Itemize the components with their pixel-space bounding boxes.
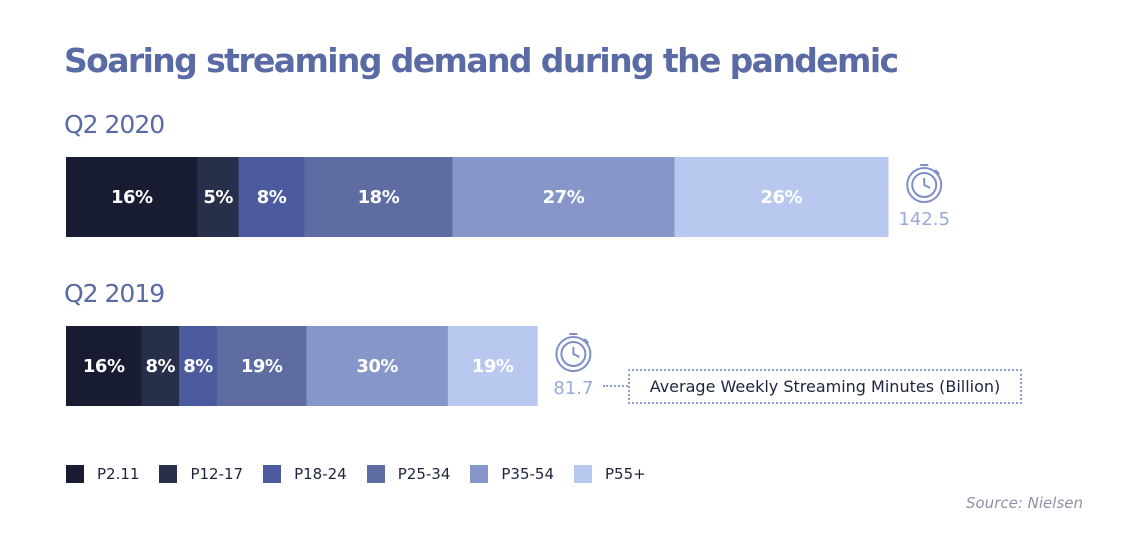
bar-segment xyxy=(66,157,198,237)
legend: P2.11 P12-17 P18-24 P25-34 P35-54 P55+ xyxy=(66,465,666,483)
legend-item: P25-34 xyxy=(366,465,451,483)
bar-segment xyxy=(304,157,453,237)
bar-segment-label: 27% xyxy=(543,187,585,208)
bar-segment-label: 30% xyxy=(356,356,398,377)
bar-segment xyxy=(197,157,239,237)
legend-swatch xyxy=(574,465,593,483)
bar-segment-label: 19% xyxy=(472,356,514,377)
total-value: 142.5 xyxy=(898,209,950,230)
bar-segment-label: 8% xyxy=(257,187,287,208)
bar-segment-label: 19% xyxy=(241,356,283,377)
bar-segment-label: 8% xyxy=(146,356,176,377)
chart-title: Soaring streaming demand during the pand… xyxy=(64,41,899,80)
bar-segment-label: 8% xyxy=(183,356,213,377)
legend-label: P18-24 xyxy=(294,465,347,483)
callout-box: Average Weekly Streaming Minutes (Billio… xyxy=(628,369,1022,404)
bar-segment-label: 16% xyxy=(111,187,153,208)
bar-segment-label: 18% xyxy=(358,187,400,208)
legend-label: P55+ xyxy=(605,465,646,483)
callout-connector xyxy=(603,385,628,387)
legend-item: P12-17 xyxy=(159,465,243,483)
source-note: Source: Nielsen xyxy=(965,494,1083,512)
legend-label: P35-54 xyxy=(501,465,555,483)
bar-segment xyxy=(447,326,538,406)
stopwatch-icon xyxy=(906,164,943,203)
legend-label: P25-34 xyxy=(397,465,451,483)
legend-swatch xyxy=(366,465,385,483)
bar-segment xyxy=(66,326,142,406)
legend-swatch xyxy=(263,465,282,483)
legend-label: P2.11 xyxy=(97,465,140,483)
bar-segment-label: 5% xyxy=(203,187,233,208)
bar-segment xyxy=(216,326,307,406)
stopwatch-icon xyxy=(555,333,592,372)
row-label-q2-2020: Q2 2020 xyxy=(64,110,165,139)
bar-segment xyxy=(179,326,218,406)
legend-swatch xyxy=(159,465,178,483)
legend-item: P55+ xyxy=(574,465,646,483)
bar-segment xyxy=(306,326,449,406)
bar-segment xyxy=(674,157,889,237)
bar-segment-label: 16% xyxy=(83,356,125,377)
legend-swatch xyxy=(470,465,489,483)
bar-segment xyxy=(452,157,675,237)
legend-item: P35-54 xyxy=(470,465,554,483)
legend-label: P12-17 xyxy=(190,465,244,483)
bar-segment-label: 26% xyxy=(761,187,803,208)
legend-item: P18-24 xyxy=(263,465,347,483)
legend-swatch xyxy=(66,465,84,483)
bar-segment xyxy=(141,326,180,406)
row-label-q2-2019: Q2 2019 xyxy=(64,279,165,308)
total-value: 81.7 xyxy=(553,378,593,399)
legend-item: P2.11 xyxy=(66,465,139,483)
bar-segment xyxy=(238,157,305,237)
